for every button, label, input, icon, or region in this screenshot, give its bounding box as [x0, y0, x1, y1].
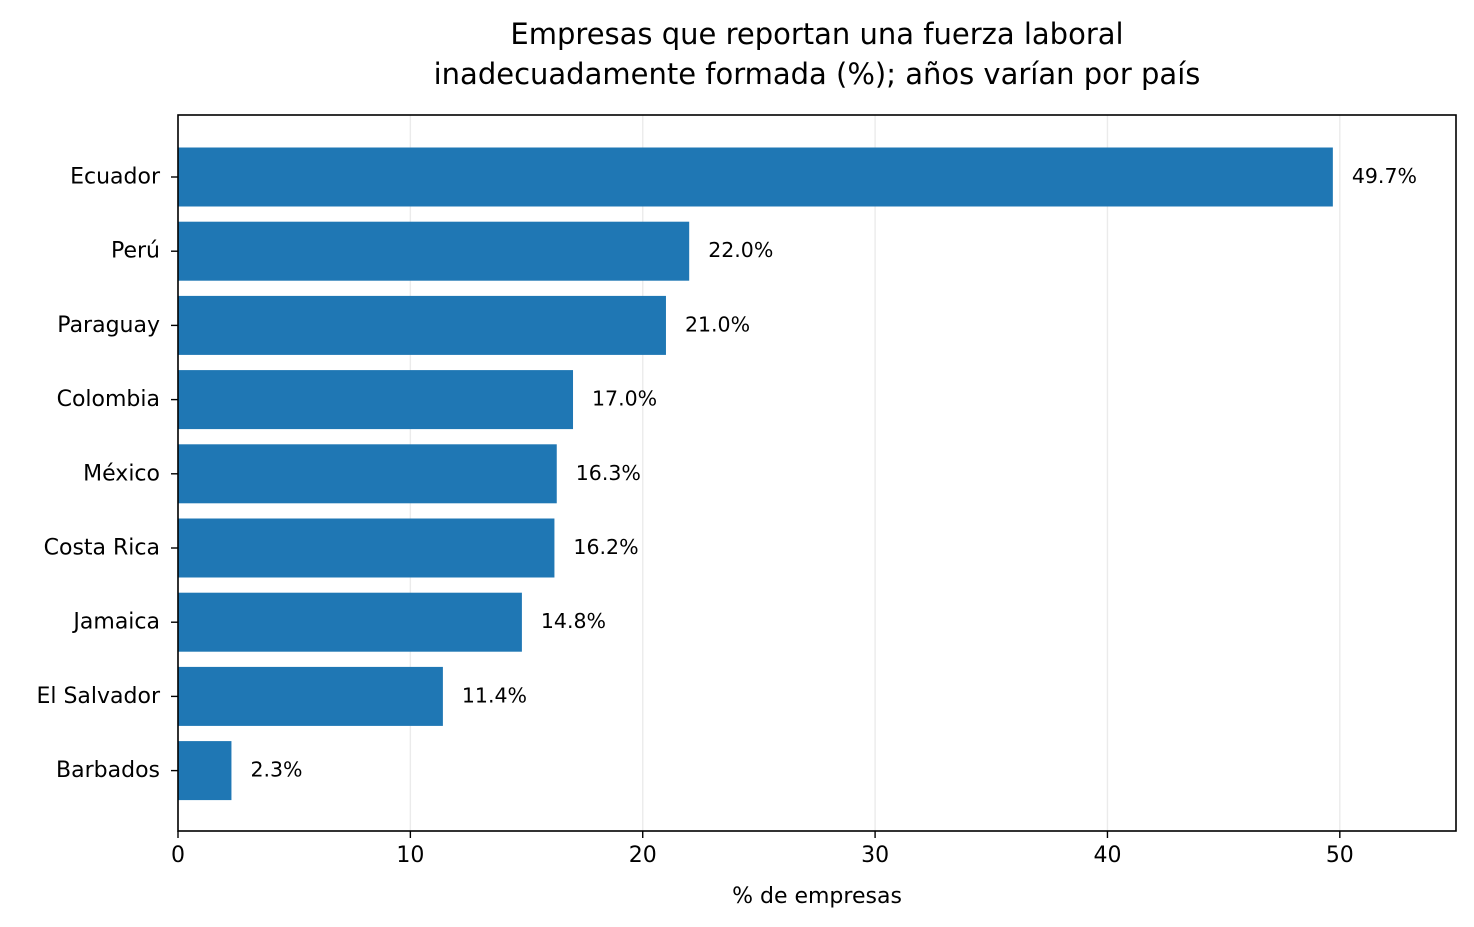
x-tick-label: 40 [1093, 843, 1121, 868]
data-label: 22.0% [708, 238, 773, 262]
data-label: 14.8% [541, 609, 606, 633]
data-label: 16.2% [573, 535, 638, 559]
y-tick-label: Costa Rica [44, 536, 160, 561]
chart-title-line: Empresas que reportan una fuerza laboral [510, 17, 1123, 51]
x-axis-label: % de empresas [732, 884, 902, 909]
data-labels: 49.7% 22.0% 21.0% 17.0% 16.3% 16.2% 14.8% 11.4%… [250, 164, 1417, 782]
y-tick-label: Ecuador [70, 165, 161, 190]
y-tick-label: Perú [111, 239, 160, 264]
x-tick-label: 0 [171, 843, 185, 868]
y-tick-label: El Salvador [36, 684, 160, 709]
bar [178, 221, 690, 281]
x-tick-label: 50 [1326, 843, 1354, 868]
x-tick-label: 20 [629, 843, 657, 868]
bars [178, 147, 1333, 801]
bar [178, 666, 443, 726]
y-tick-label: Paraguay [57, 313, 160, 338]
bar [178, 518, 555, 578]
y-tick-label: Colombia [57, 387, 160, 412]
y-tick-label: Jamaica [71, 610, 160, 635]
bar [178, 295, 666, 355]
data-label: 11.4% [462, 683, 527, 707]
bar [178, 444, 557, 504]
bar [178, 592, 522, 652]
data-label: 17.0% [592, 387, 657, 411]
plot-frame [177, 114, 1457, 832]
x-tick-label: 30 [861, 843, 889, 868]
data-label: 2.3% [250, 758, 302, 782]
y-tick-label: Barbados [56, 758, 160, 783]
bar [178, 147, 1333, 207]
bar [178, 741, 232, 801]
bar [178, 370, 574, 430]
y-tick-label: México [83, 461, 160, 486]
axis-ticks: Ecuador Perú Paraguay Colombia México Costa R… [36, 165, 1353, 869]
data-label: 21.0% [685, 312, 750, 336]
data-label: 49.7% [1352, 164, 1417, 188]
chart-title: Empresas que reportan una fuerza laboral… [434, 17, 1201, 91]
data-label: 16.3% [576, 461, 641, 485]
chart-title-line: inadecuadamente formada (%); años varían… [434, 57, 1201, 91]
x-tick-label: 10 [396, 843, 424, 868]
